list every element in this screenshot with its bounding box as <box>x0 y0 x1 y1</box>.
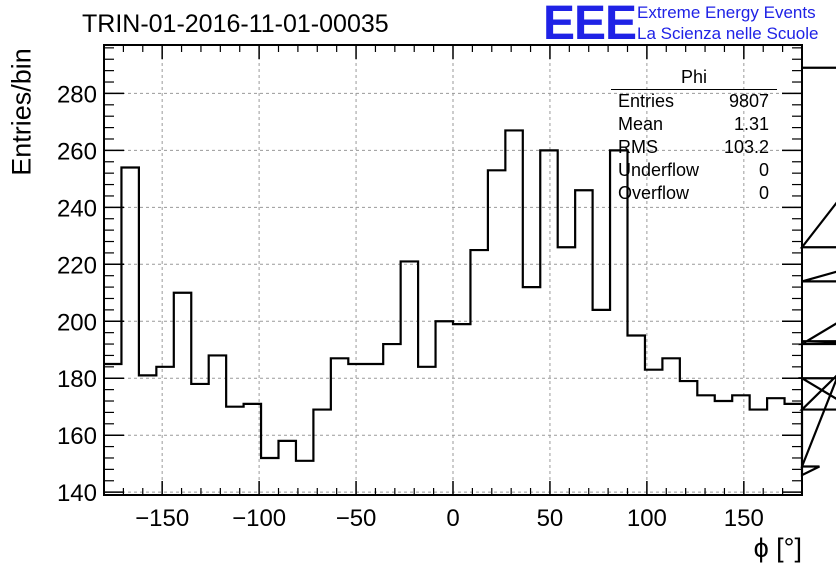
eee-logo: EEE <box>543 0 637 50</box>
stats-label: Mean <box>618 114 664 134</box>
tick-labels: −150 −100 −50 0 50 100 150 140 160 180 200 220 240 26… <box>57 81 764 532</box>
stats-label: Entries <box>618 91 675 111</box>
stats-row-rms: RMS 103.2 <box>611 136 777 159</box>
stats-label: Underflow <box>618 160 700 180</box>
logo-line-1: Extreme Energy Events <box>637 3 816 22</box>
stats-value: 0 <box>758 160 769 180</box>
stats-row-mean: Mean 1.31 <box>611 113 777 136</box>
x-axis-label: ϕ [°] <box>753 533 802 563</box>
y-tick-label: 180 <box>57 366 97 393</box>
x-tick-label: −150 <box>135 505 189 532</box>
stats-label: Overflow <box>618 183 690 203</box>
x-tick-label: 100 <box>627 505 667 532</box>
y-tick-label: 260 <box>57 138 97 165</box>
x-tick-label: 0 <box>446 505 459 532</box>
stats-title: Phi <box>611 66 777 90</box>
x-tick-label: −50 <box>336 505 377 532</box>
y-tick-label: 200 <box>57 309 97 336</box>
y-tick-label: 220 <box>57 252 97 279</box>
x-tick-label: −100 <box>232 505 286 532</box>
x-tick-label: 50 <box>537 505 564 532</box>
stats-value: 0 <box>758 183 769 203</box>
logo-line-2: La Scienza nelle Scuole <box>637 24 819 43</box>
x-tick-label: 150 <box>724 505 764 532</box>
y-tick-label: 160 <box>57 423 97 450</box>
stats-value: 103.2 <box>723 137 769 157</box>
stats-box: Phi Entries 9807 Mean 1.31 RMS 103.2 Und… <box>611 66 777 205</box>
histogram-line <box>104 66 836 477</box>
stats-value: 1.31 <box>733 114 769 134</box>
stats-row-entries: Entries 9807 <box>611 90 777 113</box>
grid-lines <box>104 45 802 495</box>
y-tick-label: 280 <box>57 81 97 108</box>
y-axis-label: Entries/bin <box>6 48 37 176</box>
y-tick-label: 140 <box>57 480 97 507</box>
chart-title: TRIN-01-2016-11-01-00035 <box>82 10 389 38</box>
stats-row-underflow: Underflow 0 <box>611 159 777 182</box>
stats-value: 9807 <box>728 91 769 111</box>
stats-row-overflow: Overflow 0 <box>611 182 777 205</box>
stats-label: RMS <box>618 137 658 157</box>
plot-frame <box>103 44 803 496</box>
y-tick-label: 240 <box>57 195 97 222</box>
